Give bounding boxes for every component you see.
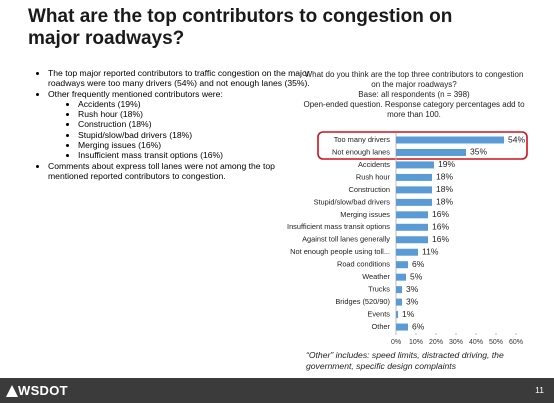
bullet: The top major reported contributors to t…: [48, 68, 316, 89]
sub-bullet: Merging issues (16%): [78, 140, 316, 150]
value-label: 16%: [432, 222, 449, 232]
x-tick-label: 20%: [429, 339, 443, 346]
category-label: Bridges (520/90): [335, 297, 390, 306]
chart-header: What do you think are the top three cont…: [300, 70, 528, 120]
value-label: 19%: [438, 159, 455, 169]
bullet: Comments about express toll lanes were n…: [48, 161, 316, 182]
page-number: 11: [535, 385, 544, 395]
x-tick-label: 40%: [469, 339, 483, 346]
chart-title: What do you think are the top three cont…: [304, 70, 524, 89]
category-label: Accidents: [358, 160, 390, 169]
footer: WSDOT 11: [0, 378, 554, 403]
value-label: 54%: [508, 134, 525, 144]
category-label: Other: [372, 322, 391, 331]
category-label: Against toll lanes generally: [302, 235, 390, 244]
bar: [396, 223, 428, 231]
slide-title: What are the top contributors to congest…: [28, 6, 453, 49]
bar: [396, 273, 406, 281]
value-label: 6%: [412, 259, 425, 269]
bar: [396, 148, 466, 156]
category-label: Rush hour: [356, 172, 391, 181]
bar: [396, 186, 432, 194]
x-tick-label: 60%: [509, 339, 523, 346]
bullet-text: Comments about express toll lanes were n…: [48, 160, 275, 181]
category-label: Construction: [349, 185, 391, 194]
bar: [396, 323, 408, 331]
bar: [396, 173, 432, 181]
highlight-box: [317, 131, 528, 160]
category-label: Not enough lanes: [332, 147, 390, 156]
chart-subtitle: Base: all respondents (n = 398): [358, 90, 470, 99]
category-label: Stupid/slow/bad drivers: [314, 197, 391, 206]
x-tick-label: 0%: [391, 339, 401, 346]
chart-annotation: “Other” includes: speed limits, distract…: [306, 350, 504, 371]
value-label: 5%: [410, 271, 423, 281]
value-label: 16%: [432, 209, 449, 219]
category-label: Insufficient mass transit options: [287, 222, 390, 231]
logo-icon: [6, 385, 18, 397]
value-label: 35%: [470, 147, 487, 157]
bar: [396, 161, 434, 169]
value-label: 3%: [406, 284, 419, 294]
bullet: Other frequently mentioned contributors …: [48, 89, 316, 161]
category-label: Too many drivers: [334, 135, 391, 144]
chart-subtitle: Open-ended question. Response category p…: [303, 100, 525, 119]
bar: [396, 198, 432, 206]
category-label: Merging issues: [340, 210, 390, 219]
category-label: Not enough people using toll...: [290, 247, 390, 256]
sub-bullet: Insufficient mass transit options (16%): [78, 150, 316, 160]
bar: [396, 286, 402, 294]
sub-bullet: Accidents (19%): [78, 99, 316, 109]
x-tick-label: 30%: [449, 339, 463, 346]
bar: [396, 298, 402, 306]
bar: [396, 136, 504, 144]
value-label: 18%: [436, 197, 453, 207]
bar: [396, 311, 398, 319]
footer-logo: WSDOT: [18, 383, 68, 398]
value-label: 11%: [422, 246, 439, 256]
x-tick-label: 50%: [489, 339, 503, 346]
bullet-text: The top major reported contributors to t…: [48, 68, 310, 89]
category-label: Events: [367, 310, 390, 319]
bar: [396, 211, 428, 219]
sub-bullet: Stupid/slow/bad drivers (18%): [78, 130, 316, 140]
bullet-text: Other frequently mentioned contributors …: [48, 88, 223, 99]
category-label: Weather: [362, 272, 390, 281]
category-label: Trucks: [368, 285, 390, 294]
sub-bullet: Construction (18%): [78, 119, 316, 129]
value-label: 1%: [402, 309, 415, 319]
bar: [396, 236, 428, 244]
category-label: Road conditions: [337, 260, 390, 269]
value-label: 6%: [412, 321, 425, 331]
x-tick-label: 10%: [409, 339, 423, 346]
sub-bullet: Rush hour (18%): [78, 109, 316, 119]
value-label: 3%: [406, 296, 419, 306]
bullet-list: The top major reported contributors to t…: [22, 68, 316, 181]
bar: [396, 248, 418, 256]
value-label: 16%: [432, 234, 449, 244]
value-label: 18%: [436, 184, 453, 194]
sub-bullet-list: Accidents (19%)Rush hour (18%)Constructi…: [48, 99, 316, 161]
bar: [396, 261, 408, 269]
value-label: 18%: [436, 172, 453, 182]
chart: 0% 10% 20% 30% 40% 50% 60% Too many drivers 54% N…: [287, 131, 528, 346]
